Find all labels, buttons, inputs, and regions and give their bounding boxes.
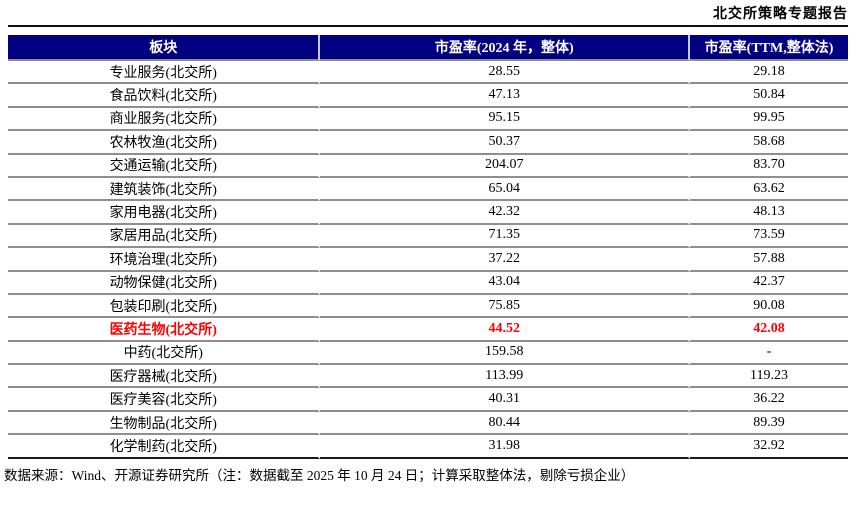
pe-2024-cell: 47.13 bbox=[320, 84, 691, 108]
sector-cell: 专业服务(北交所) bbox=[8, 61, 321, 85]
pe-ttm-cell: 89.39 bbox=[690, 412, 848, 436]
sector-cell: 建筑装饰(北交所) bbox=[8, 177, 321, 202]
pe-ttm-cell: 73.59 bbox=[690, 225, 848, 249]
pe-2024-cell: 95.15 bbox=[320, 107, 691, 132]
sector-cell: 交通运输(北交所) bbox=[8, 154, 321, 178]
pe-ttm-cell: 119.23 bbox=[690, 365, 848, 389]
pe-ttm-cell: 42.37 bbox=[690, 272, 848, 295]
table-row: 家居用品(北交所) 71.35 73.59 bbox=[8, 224, 848, 249]
pe-2024-cell: 204.07 bbox=[320, 154, 691, 178]
pe-2024-cell: 80.44 bbox=[320, 411, 691, 436]
pe-ttm-cell: 29.18 bbox=[690, 61, 848, 85]
table-header-row: 板块 市盈率(2024 年，整体) 市盈率(TTM,整体法) bbox=[8, 35, 848, 61]
pe-ttm-cell: 42.08 bbox=[690, 318, 848, 342]
table-row: 农林牧渔(北交所) 50.37 58.68 bbox=[8, 131, 848, 155]
table-row: 生物制品(北交所) 80.44 89.39 bbox=[8, 411, 848, 436]
table-row: 医疗美容(北交所) 40.31 36.22 bbox=[8, 388, 848, 412]
pe-table-body: 专业服务(北交所) 28.55 29.18 食品饮料(北交所) 47.13 50.84 商业… bbox=[8, 61, 848, 459]
table-row: 医疗器械(北交所) 113.99 119.23 bbox=[8, 365, 848, 389]
pe-2024-cell: 28.55 bbox=[320, 61, 691, 85]
pe-ttm-cell: 32.92 bbox=[690, 435, 848, 459]
pe-2024-cell: 42.32 bbox=[320, 201, 691, 225]
report-title: 北交所策略专题报告 bbox=[713, 7, 848, 22]
table-row: 化学制药(北交所) 31.98 32.92 bbox=[8, 435, 848, 459]
pe-ttm-cell: 63.62 bbox=[690, 178, 848, 202]
pe-ttm-cell: 58.68 bbox=[690, 131, 848, 155]
column-header-pe-ttm: 市盈率(TTM,整体法) bbox=[690, 35, 848, 61]
pe-2024-cell: 159.58 bbox=[320, 341, 691, 366]
pe-2024-cell: 113.99 bbox=[320, 365, 691, 389]
pe-2024-cell: 31.98 bbox=[320, 435, 691, 459]
pe-ttm-cell: - bbox=[690, 342, 848, 366]
table-row: 环境治理(北交所) 37.22 57.88 bbox=[8, 248, 848, 272]
sector-cell: 商业服务(北交所) bbox=[8, 107, 321, 132]
sector-cell: 医疗器械(北交所) bbox=[8, 365, 321, 389]
pe-2024-cell: 37.22 bbox=[320, 248, 691, 272]
table-row: 家用电器(北交所) 42.32 48.13 bbox=[8, 201, 848, 225]
sector-cell: 包装印刷(北交所) bbox=[8, 294, 321, 319]
table-row: 商业服务(北交所) 95.15 99.95 bbox=[8, 107, 848, 132]
table-row: 医药生物(北交所) 44.52 42.08 bbox=[8, 318, 848, 342]
pe-ttm-cell: 36.22 bbox=[690, 388, 848, 412]
sector-cell: 化学制药(北交所) bbox=[8, 435, 321, 459]
pe-ttm-cell: 57.88 bbox=[690, 248, 848, 272]
report-header: 北交所策略专题报告 bbox=[8, 0, 848, 27]
pe-ttm-cell: 83.70 bbox=[690, 155, 848, 178]
sector-cell: 食品饮料(北交所) bbox=[8, 84, 321, 108]
column-header-pe-2024: 市盈率(2024 年，整体) bbox=[320, 35, 691, 61]
table-header: 板块 市盈率(2024 年，整体) 市盈率(TTM,整体法) bbox=[8, 35, 848, 61]
pe-2024-cell: 43.04 bbox=[320, 271, 691, 295]
pe-2024-cell: 71.35 bbox=[320, 224, 691, 249]
sector-cell: 中药(北交所) bbox=[8, 341, 321, 366]
pe-ttm-cell: 48.13 bbox=[690, 201, 848, 225]
pe-ttm-cell: 50.84 bbox=[690, 84, 848, 108]
sector-cell: 家居用品(北交所) bbox=[8, 224, 321, 249]
pe-2024-cell: 50.37 bbox=[320, 131, 691, 155]
sector-cell: 医药生物(北交所) bbox=[8, 318, 321, 342]
pe-2024-cell: 44.52 bbox=[320, 318, 691, 342]
sector-cell: 生物制品(北交所) bbox=[8, 411, 321, 436]
table-row: 动物保健(北交所) 43.04 42.37 bbox=[8, 271, 848, 295]
table-row: 专业服务(北交所) 28.55 29.18 bbox=[8, 61, 848, 85]
sector-cell: 环境治理(北交所) bbox=[8, 248, 321, 272]
column-header-sector: 板块 bbox=[8, 35, 321, 61]
pe-2024-cell: 75.85 bbox=[320, 294, 691, 319]
table-row: 食品饮料(北交所) 47.13 50.84 bbox=[8, 84, 848, 108]
sector-cell: 医疗美容(北交所) bbox=[8, 388, 321, 412]
pe-2024-cell: 40.31 bbox=[320, 388, 691, 412]
pe-ttm-cell: 99.95 bbox=[690, 108, 848, 132]
sector-cell: 动物保健(北交所) bbox=[8, 271, 321, 295]
table-row: 包装印刷(北交所) 75.85 90.08 bbox=[8, 294, 848, 319]
pe-2024-cell: 65.04 bbox=[320, 177, 691, 202]
pe-ttm-cell: 90.08 bbox=[690, 295, 848, 319]
pe-ratio-table: 板块 市盈率(2024 年，整体) 市盈率(TTM,整体法) 专业服务(北交所)… bbox=[8, 35, 848, 459]
table-row: 交通运输(北交所) 204.07 83.70 bbox=[8, 154, 848, 178]
table-row: 中药(北交所) 159.58- bbox=[8, 341, 848, 366]
data-source-note: 数据来源：Wind、开源证券研究所（注：数据截至 2025 年 10 月 24 … bbox=[4, 467, 635, 483]
table-row: 建筑装饰(北交所) 65.04 63.62 bbox=[8, 177, 848, 202]
sector-cell: 农林牧渔(北交所) bbox=[8, 131, 321, 155]
sector-cell: 家用电器(北交所) bbox=[8, 201, 321, 225]
